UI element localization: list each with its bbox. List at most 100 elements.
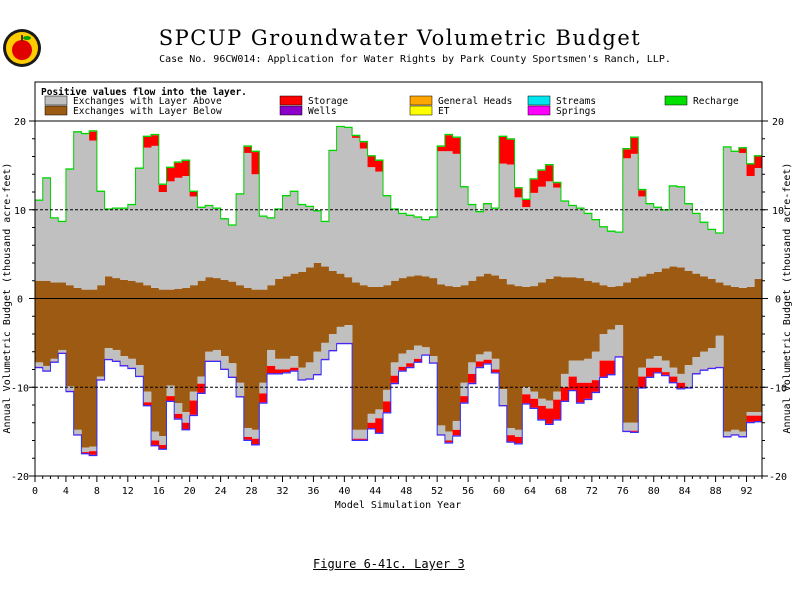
bar-out-exchanges-with-layer-below [622,298,631,423]
bar-in-exchanges-with-layer-below [607,286,616,299]
bar-out-exchanges-with-layer-below [676,298,686,374]
bar-in-exchanges-with-layer-below [359,285,368,299]
bar-in-exchanges-with-layer-below [560,277,570,299]
bar-in-storage [553,183,562,188]
bar-in-exchanges-with-layer-below [189,285,198,299]
bar-in-exchanges-with-layer-above [181,176,191,288]
bar-in-storage [499,136,508,164]
bar-in-exchanges-with-layer-below [336,273,345,299]
bar-out-exchanges-with-layer-above [336,326,345,343]
bar-out-exchanges-with-layer-below [738,298,747,432]
bar-in-exchanges-with-layer-above [120,208,129,280]
bar-in-storage [166,168,175,182]
bar-out-exchanges-with-layer-below [607,298,616,330]
bar-out-exchanges-with-layer-below [444,298,454,432]
legend-label: Springs [556,106,596,117]
bar-out-storage [591,380,600,392]
bar-out-exchanges-with-layer-above [475,354,484,362]
bar-out-exchanges-with-layer-above [429,356,438,363]
bar-out-exchanges-with-layer-above [707,348,716,368]
bar-out-storage [607,360,616,374]
x-tick-label: 44 [369,486,381,497]
bar-out-exchanges-with-layer-above [236,382,245,397]
bar-in-exchanges-with-layer-above [676,187,686,268]
bar-out-storage [375,418,384,433]
bar-in-exchanges-with-layer-above [630,153,639,279]
bar-in-exchanges-with-layer-below [267,285,276,299]
bar-in-exchanges-with-layer-above [545,181,554,279]
bar-in-exchanges-with-layer-below [274,278,283,299]
bar-out-exchanges-with-layer-above [120,356,129,366]
bar-out-storage [568,376,577,390]
x-tick-label: 92 [741,486,753,497]
bar-out-exchanges-with-layer-above [58,349,67,353]
bar-in-exchanges-with-layer-below [251,289,260,299]
bar-in-exchanges-with-layer-above [58,222,67,283]
bar-in-storage [746,164,755,177]
bar-in-exchanges-with-layer-below [692,273,701,299]
bar-in-exchanges-with-layer-above [568,206,577,278]
bar-in-storage [754,156,763,169]
bar-out-exchanges-with-layer-below [483,298,492,352]
bar-out-storage [754,415,763,421]
bar-out-exchanges-with-layer-above [731,429,740,435]
bar-in-exchanges-with-layer-above [375,171,384,287]
bar-in-exchanges-with-layer-above [367,167,376,287]
bar-in-exchanges-with-layer-below [367,286,376,299]
bar-in-exchanges-with-layer-below [35,280,44,299]
bar-in-exchanges-with-layer-below [669,266,678,299]
bar-in-exchanges-with-layer-above [267,218,276,286]
bar-out-exchanges-with-layer-below [158,298,167,437]
bar-in-exchanges-with-layer-below [42,280,51,299]
bar-in-exchanges-with-layer-below [220,279,229,299]
bar-in-exchanges-with-layer-below [58,282,67,299]
bar-out-exchanges-with-layer-below [413,298,423,346]
bar-out-exchanges-with-layer-below [321,298,330,343]
bar-out-exchanges-with-layer-above [321,342,330,359]
bar-out-storage [522,394,531,404]
bar-in-exchanges-with-layer-above [584,214,593,281]
bar-in-storage [738,148,747,153]
bar-in-exchanges-with-layer-below [205,277,214,299]
bar-out-storage [197,383,206,393]
bar-in-exchanges-with-layer-above [189,196,198,286]
bar-in-exchanges-with-layer-below [700,276,709,299]
bar-out-exchanges-with-layer-above [413,345,423,359]
bar-in-exchanges-with-layer-above [344,128,353,278]
legend-swatch [279,105,303,116]
bar-out-exchanges-with-layer-below [197,298,206,377]
bar-out-exchanges-with-layer-above [622,422,631,431]
bar-in-storage [367,156,376,168]
bar-out-exchanges-with-layer-above [746,412,755,416]
legend-swatch [664,95,688,106]
bar-out-exchanges-with-layer-above [684,365,693,388]
bar-out-exchanges-with-layer-below [228,298,237,364]
bar-in-exchanges-with-layer-above [197,207,206,281]
bar-out-exchanges-with-layer-above [522,387,531,395]
bar-in-exchanges-with-layer-below [684,270,693,299]
bar-in-storage [158,184,167,192]
bar-out-exchanges-with-layer-below [468,298,477,363]
bar-in-exchanges-with-layer-above [700,223,709,277]
bar-in-exchanges-with-layer-above [553,187,562,277]
bar-in-exchanges-with-layer-below [591,282,600,299]
bar-in-exchanges-with-layer-below [584,280,593,299]
x-tick-label: 8 [94,486,100,497]
page-title: SPCUP Groundwater Volumetric Budget [158,26,642,50]
bar-in-exchanges-with-layer-below [514,286,523,299]
bar-out-exchanges-with-layer-above [243,428,252,437]
bar-out-exchanges-with-layer-above [42,365,51,371]
bar-out-storage [81,452,90,453]
bar-out-exchanges-with-layer-below [297,298,307,368]
bar-out-storage [290,367,299,371]
bar-in-exchanges-with-layer-below [282,276,291,299]
bar-in-storage [537,170,546,187]
bar-in-storage [89,131,98,141]
bar-out-exchanges-with-layer-below [367,298,376,414]
bar-in-exchanges-with-layer-above [336,127,345,274]
bar-in-exchanges-with-layer-below [236,285,245,299]
bar-in-exchanges-with-layer-below [104,276,113,299]
bar-out-exchanges-with-layer-below [545,298,554,401]
x-tick-label: 76 [617,486,629,497]
bar-in-exchanges-with-layer-above [731,152,740,287]
